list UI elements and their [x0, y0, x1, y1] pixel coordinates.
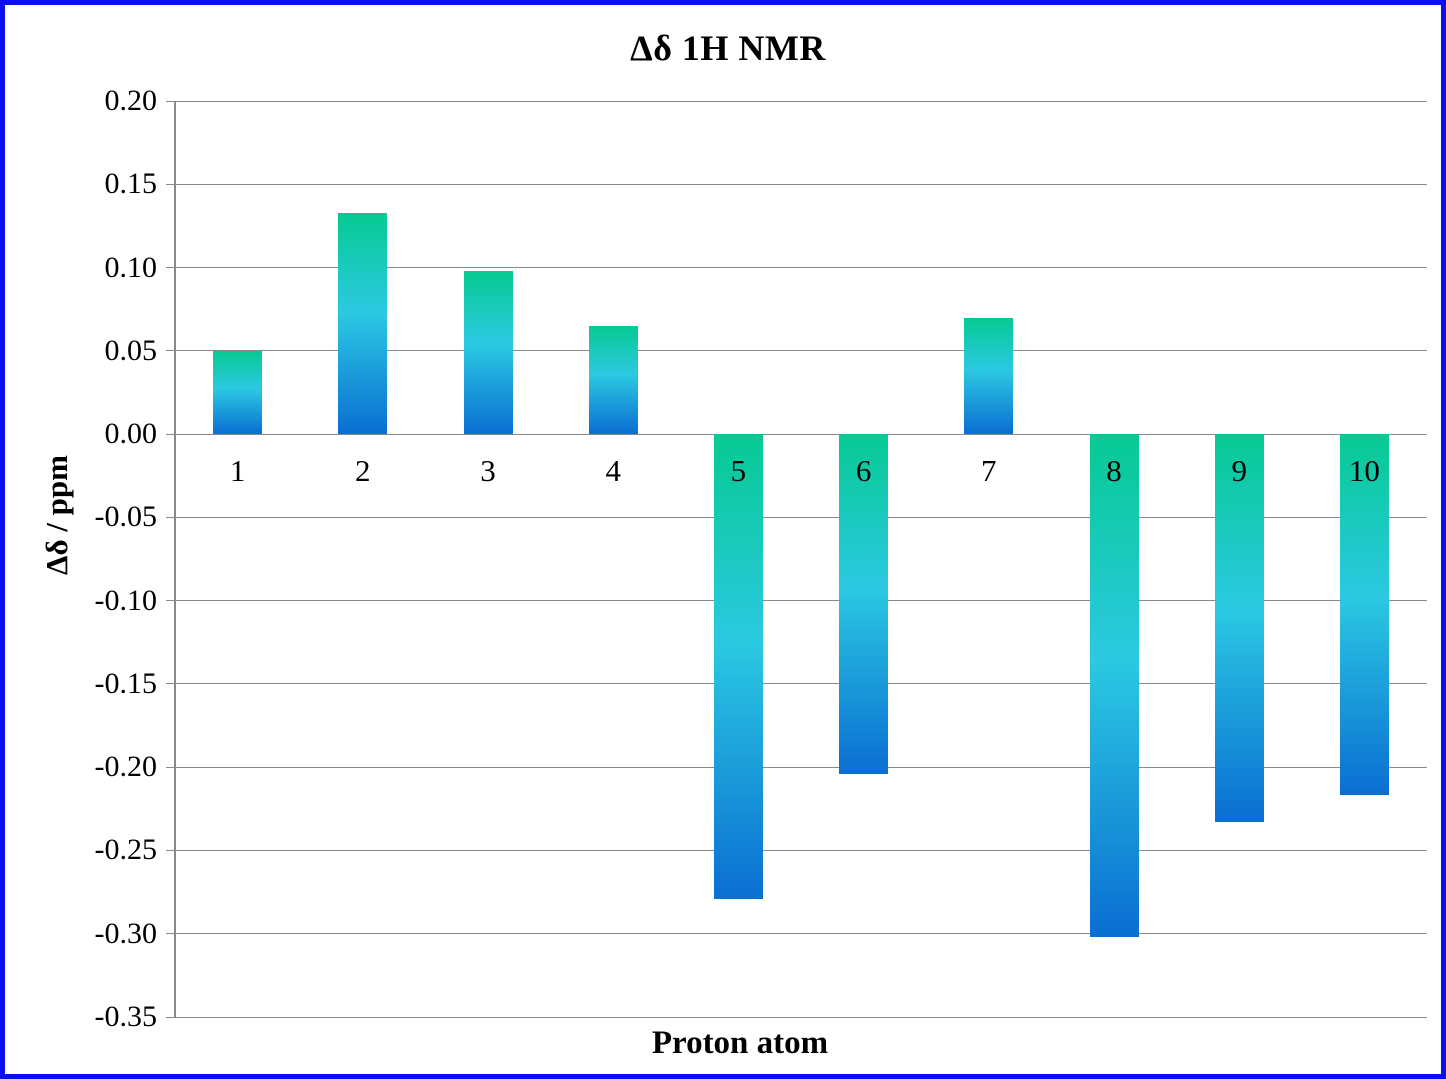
y-tick-label: 0.00 — [104, 417, 158, 451]
y-axis-line — [174, 101, 176, 1017]
y-axis-tick — [166, 933, 175, 935]
y-tick-label: -0.20 — [94, 750, 158, 784]
y-tick-label: -0.35 — [94, 1000, 158, 1033]
chart-title: Δδ 1H NMR — [630, 28, 826, 68]
gridline — [175, 516, 1427, 518]
x-category-label: 5 — [730, 453, 747, 489]
gridline — [175, 849, 1427, 851]
y-tick-label: 0.15 — [104, 167, 158, 201]
x-category-label: 10 — [1348, 453, 1380, 489]
y-axis-title: Δδ / ppm — [39, 455, 74, 575]
bar-1[interactable] — [213, 350, 263, 435]
y-tick-label: -0.15 — [94, 666, 158, 700]
bar-6[interactable] — [839, 434, 889, 774]
chart-area: Δδ 1H NMR Δδ / ppm Proton atom 0.20 0.15 0… — [5, 5, 1441, 1074]
x-axis-title: Proton atom — [651, 1025, 829, 1061]
gridline — [175, 600, 1427, 602]
y-axis-tick — [166, 433, 175, 435]
x-category-label: 2 — [355, 453, 371, 489]
bar-9[interactable] — [1214, 434, 1264, 823]
y-axis-tick — [166, 600, 175, 602]
y-tick-label: -0.25 — [94, 833, 158, 867]
y-tick-label: -0.30 — [94, 916, 158, 950]
gridline — [175, 100, 1427, 102]
y-tick-label: -0.10 — [94, 583, 158, 617]
bar-2[interactable] — [338, 212, 388, 435]
x-category-label: 9 — [1231, 453, 1247, 489]
y-axis-tick — [166, 100, 175, 102]
x-category-label: 3 — [480, 453, 496, 489]
y-axis-tick — [166, 267, 175, 269]
y-tick-label: 0.20 — [104, 84, 158, 117]
gridline — [175, 183, 1427, 185]
x-category-label: 4 — [605, 453, 621, 489]
gridline — [175, 766, 1427, 768]
x-category-label: 6 — [855, 453, 872, 489]
bar-7[interactable] — [964, 317, 1014, 435]
y-axis-tick — [166, 1016, 175, 1018]
y-axis-tick — [166, 766, 175, 768]
y-axis-tick — [166, 350, 175, 352]
bar-8[interactable] — [1089, 434, 1139, 938]
gridline — [175, 433, 1427, 435]
y-tick-label: -0.05 — [94, 500, 158, 534]
y-axis-tick — [166, 849, 175, 851]
gridline — [175, 683, 1427, 685]
gridline — [175, 933, 1427, 935]
bar-10[interactable] — [1339, 434, 1389, 796]
bar-4[interactable] — [588, 325, 638, 435]
y-axis-tick — [166, 683, 175, 685]
gridline — [175, 350, 1427, 352]
bar-3[interactable] — [463, 270, 513, 435]
y-axis-tick — [166, 516, 175, 518]
x-category-label: 1 — [229, 453, 246, 489]
x-category-label: 7 — [981, 453, 997, 489]
y-axis-tick — [166, 183, 175, 185]
gridline — [175, 1016, 1427, 1018]
x-category-label: 8 — [1106, 453, 1122, 489]
y-tick-label: 0.10 — [104, 250, 158, 284]
y-tick-label: 0.05 — [104, 333, 158, 367]
bar-5[interactable] — [713, 434, 763, 899]
gridline — [175, 267, 1427, 269]
